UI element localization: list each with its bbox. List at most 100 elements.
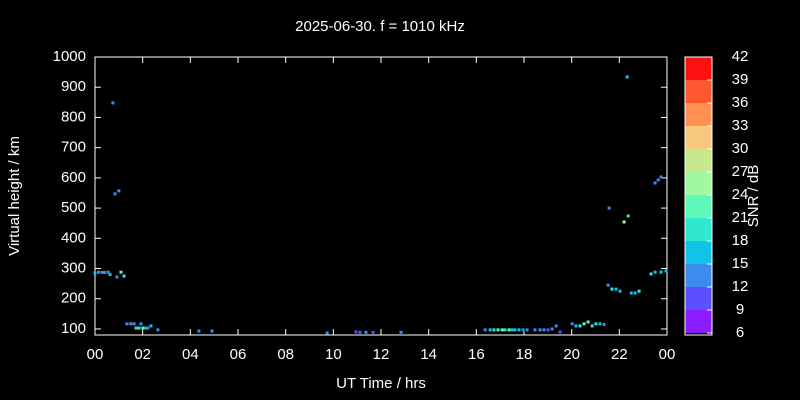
data-point [626,214,630,218]
colorbar-band [685,80,712,103]
data-point [542,328,546,332]
data-point [664,269,668,273]
data-point [659,270,663,274]
data-point [590,324,594,328]
data-point [122,274,126,278]
data-point [156,328,160,332]
data-point [614,287,618,291]
data-point [607,206,611,210]
data-point [97,270,101,274]
colorbar-band [685,57,712,80]
colorbar-band [685,241,712,264]
data-point [496,328,500,332]
data-point [113,192,117,196]
data-point [134,326,138,330]
data-point [517,328,521,332]
data-point [598,322,602,326]
data-point [649,272,653,276]
data-point [364,330,368,334]
data-point [525,328,529,332]
x-axis-label: UT Time / hrs [336,375,426,392]
chart-title: 2025-06-30. f = 1010 kHz [295,18,465,35]
data-point [606,283,610,287]
data-point [137,326,141,330]
data-point [106,270,110,274]
colorbar-band [685,287,712,310]
x-tick-label: 22 [611,346,628,363]
data-point [653,181,657,185]
colorbar-tick-label: 39 [732,71,749,88]
data-point [492,328,496,332]
colorbar-tick-label: 24 [732,186,749,203]
data-point [119,270,123,274]
data-point [149,324,153,328]
data-point [618,289,622,293]
x-tick-label: 12 [373,346,390,363]
y-tick-label: 100 [61,320,86,337]
data-point [210,329,214,333]
colorbar-tick-label: 30 [732,140,749,157]
data-point [132,322,136,326]
data-point [325,331,329,335]
x-tick-label: 18 [516,346,533,363]
colorbar-tick-label: 6 [736,324,744,341]
y-tick-label: 700 [61,139,86,156]
data-point [399,330,403,334]
colorbar-tick-label: 15 [732,255,749,272]
data-point [550,327,554,331]
data-point [570,322,574,326]
data-point [602,322,606,326]
data-point [103,270,107,274]
colorbar-band [685,310,712,333]
data-point [507,328,511,332]
data-point [93,271,97,275]
x-tick-label: 04 [182,346,199,363]
data-point [625,75,629,79]
data-point [358,330,362,334]
colorbar-band [685,218,712,241]
data-point [637,289,641,293]
colorbar-tick-label: 12 [732,278,749,295]
data-point [197,329,201,333]
x-tick-label: 00 [87,346,104,363]
data-point [510,328,514,332]
colorbar-tick-label: 27 [732,163,749,180]
data-point [622,220,626,224]
data-point [354,330,358,334]
data-point [653,270,657,274]
colorbar-band [685,195,712,218]
data-point [100,270,104,274]
data-point [108,273,112,277]
data-point [578,324,582,328]
data-point [574,324,578,328]
data-point [586,320,590,324]
y-tick-label: 500 [61,199,86,216]
colorbar-band [685,172,712,195]
y-tick-label: 900 [61,78,86,95]
data-point [521,328,525,332]
data-point [500,328,504,332]
x-tick-label: 16 [468,346,485,363]
colorbar-band [685,103,712,126]
data-point [558,330,562,334]
x-tick-label: 00 [659,346,676,363]
data-point [582,322,586,326]
y-axis-label: Virtual height / km [6,136,23,256]
x-tick-label: 06 [230,346,247,363]
data-point [146,326,150,330]
data-point [554,324,558,328]
data-point [371,330,375,334]
colorbar-tick-label: 36 [732,94,749,111]
data-point [483,328,487,332]
data-point [488,328,492,332]
colorbar-label: SNR / dB [745,165,762,228]
x-tick-label: 14 [420,346,437,363]
y-tick-label: 600 [61,169,86,186]
data-point [503,328,507,332]
colorbar-tick-label: 9 [736,301,744,318]
data-point [141,326,145,330]
data-point [117,189,121,193]
x-tick-label: 10 [325,346,342,363]
